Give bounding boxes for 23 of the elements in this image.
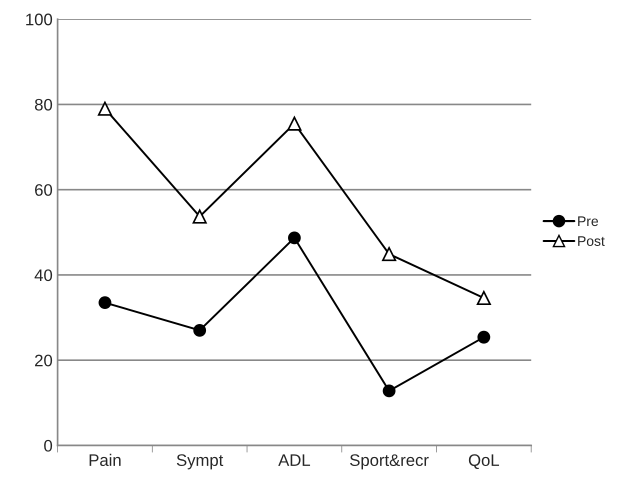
point — [98, 102, 112, 116]
y-tick-label: 60 — [35, 184, 52, 196]
y-tick-label: 80 — [34, 98, 52, 111]
point — [382, 246, 396, 262]
x-tick-label: ADL — [278, 454, 310, 466]
point — [193, 324, 206, 337]
legend-label: Post — [578, 236, 605, 246]
x-tick-label: Sympt — [176, 454, 224, 470]
x-tick-label: Pain — [90, 454, 121, 466]
point — [98, 296, 112, 310]
y-tick-label: 20 — [35, 354, 52, 366]
legend-label: Pre — [578, 216, 598, 226]
point — [476, 290, 491, 306]
y-tick-label: 40 — [34, 269, 52, 282]
x-tick-label: QoL — [468, 454, 500, 470]
y-tick-label: 100 — [26, 14, 52, 26]
point — [382, 384, 396, 398]
point — [287, 116, 302, 131]
y-tick-label: 0 — [44, 440, 52, 452]
point — [192, 209, 207, 224]
point — [477, 330, 490, 344]
point — [288, 231, 301, 244]
x-tick-label: Sport&recr — [350, 454, 429, 470]
